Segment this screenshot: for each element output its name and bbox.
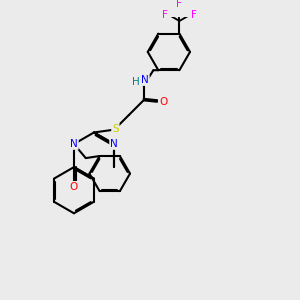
Text: O: O <box>159 97 167 107</box>
Text: F: F <box>162 10 167 20</box>
Text: N: N <box>70 139 78 149</box>
Text: H: H <box>132 77 140 87</box>
Text: F: F <box>191 10 197 20</box>
Text: F: F <box>176 0 182 9</box>
Text: N: N <box>110 139 118 149</box>
Text: O: O <box>70 182 78 192</box>
Text: S: S <box>112 124 119 134</box>
Text: N: N <box>141 75 149 85</box>
